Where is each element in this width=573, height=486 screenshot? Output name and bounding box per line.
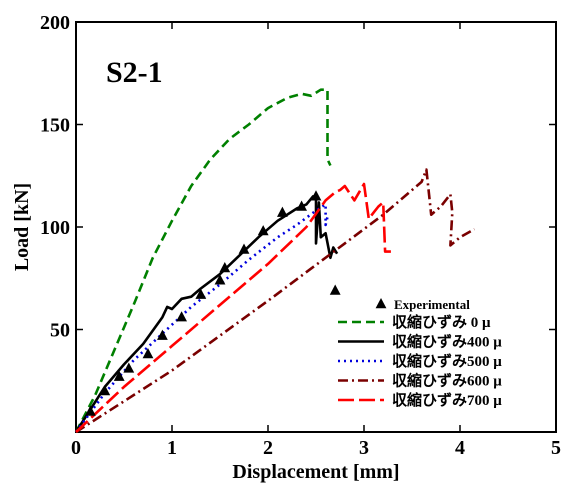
experimental-point [257, 225, 269, 236]
experimental-point [219, 262, 231, 273]
experimental-point [195, 288, 207, 299]
legend-experimental-marker [375, 298, 387, 309]
experimental-point [157, 329, 168, 340]
legend: Experimental 収縮ひずみ 0 μ 収縮ひずみ400 μ収縮ひずみ500… [338, 297, 502, 409]
series-layer [74, 88, 476, 434]
y-axis-label: Load [kN] [11, 183, 33, 271]
x-tick-label: 2 [263, 437, 273, 459]
y-tick-label: 200 [40, 12, 70, 34]
ticks: 0 1 2 3 4 5 50 100 150 200 [40, 12, 561, 459]
experimental-point [123, 362, 135, 373]
experimental-point [238, 243, 250, 254]
legend-label-3: 収縮ひずみ600 μ [392, 372, 502, 390]
x-tick-label: 5 [551, 437, 561, 459]
legend-label-2: 収縮ひずみ500 μ [392, 352, 502, 370]
x-tick-label: 3 [359, 437, 369, 459]
x-tick-label: 0 [71, 437, 81, 459]
series-line-0 [74, 88, 332, 433]
markers-layer [85, 190, 341, 416]
series-line-3 [75, 168, 476, 434]
series-line-4 [75, 182, 391, 433]
experimental-point [214, 274, 226, 285]
experimental-point [113, 370, 125, 381]
y-tick-label: 150 [40, 115, 70, 137]
y-tick-label: 50 [50, 320, 70, 342]
experimental-point [142, 348, 154, 359]
legend-label-1: 収縮ひずみ400 μ [392, 333, 502, 351]
legend-label-4: 収縮ひずみ700 μ [392, 391, 502, 409]
experimental-point [176, 311, 187, 322]
experimental-point [85, 405, 96, 416]
y-tick-label: 100 [40, 217, 70, 239]
experimental-point [310, 190, 322, 201]
experimental-point [99, 385, 111, 396]
x-tick-label: 1 [167, 437, 177, 459]
experimental-point [277, 206, 288, 217]
experimental-point [329, 284, 341, 295]
x-axis-label: Displacement [mm] [232, 461, 399, 483]
series-line-1 [74, 195, 339, 433]
legend-experimental-label: Experimental [394, 297, 470, 312]
panel-label: S2-1 [106, 56, 163, 89]
experimental-point [296, 200, 307, 211]
legend-label-0: 収縮ひずみ 0 μ [392, 313, 491, 331]
x-tick-label: 4 [455, 437, 465, 459]
